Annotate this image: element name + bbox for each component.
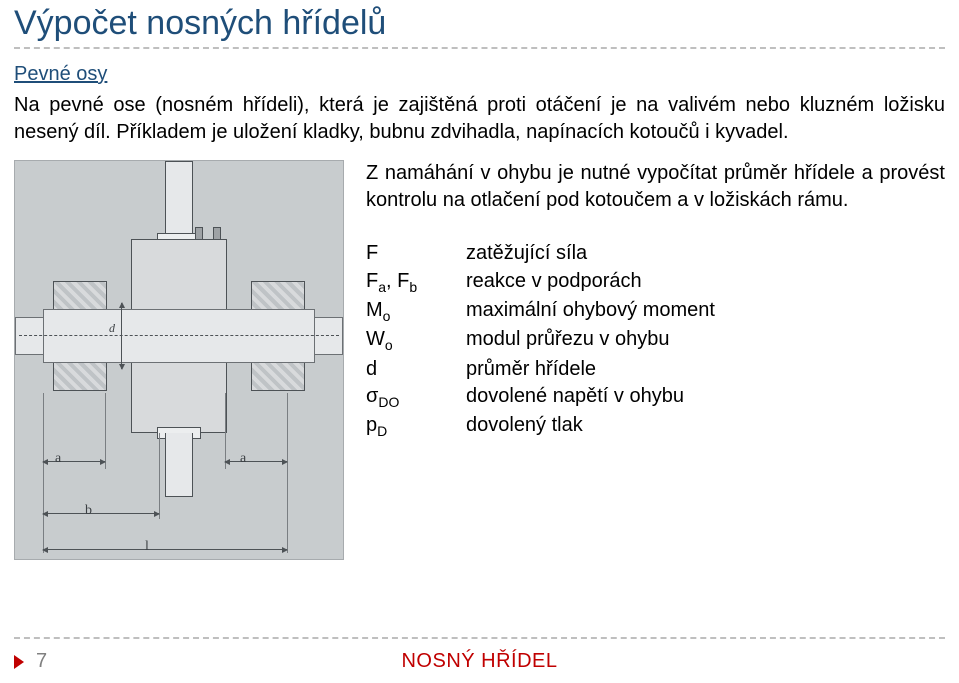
page-title: Výpočet nosných hřídelů bbox=[0, 0, 959, 45]
centerline bbox=[19, 335, 339, 336]
symbol-definitions: Fzatěžující síla Fa, Fbreakce v podporác… bbox=[366, 240, 945, 442]
dimension-d bbox=[121, 303, 122, 369]
dimension-b-label: b bbox=[85, 503, 92, 519]
shaft-end-right bbox=[315, 317, 343, 355]
def-symbol: Wo bbox=[366, 326, 466, 355]
def-row: σDOdovolené napětí v ohybu bbox=[366, 383, 945, 412]
shaft-end-left bbox=[15, 317, 43, 355]
extension-line bbox=[287, 393, 288, 553]
def-text: modul průřezu v ohybu bbox=[466, 326, 669, 355]
footer-label: NOSNÝ HŘÍDEL bbox=[0, 650, 959, 673]
dimension-d-label: d bbox=[109, 321, 115, 336]
def-symbol: d bbox=[366, 356, 466, 384]
def-symbol: Mo bbox=[366, 297, 466, 326]
dimension-a-left-label: a bbox=[55, 451, 61, 467]
content-columns: d a a b l Z namáhání v ohybu je nutné vy… bbox=[0, 146, 959, 560]
def-row: pDdovolený tlak bbox=[366, 412, 945, 441]
pulley-lower bbox=[165, 433, 193, 497]
dimension-a-right-label: a bbox=[240, 451, 246, 467]
dimension-a-right bbox=[225, 461, 287, 462]
extension-line bbox=[225, 393, 226, 469]
def-text: průměr hřídele bbox=[466, 356, 596, 384]
title-divider bbox=[14, 47, 945, 49]
dimension-l bbox=[43, 549, 287, 550]
shaft-figure: d a a b l bbox=[14, 160, 344, 560]
def-text: zatěžující síla bbox=[466, 240, 587, 268]
def-row: Momaximální ohybový moment bbox=[366, 297, 945, 326]
def-text: dovolené napětí v ohybu bbox=[466, 383, 684, 412]
def-symbol: pD bbox=[366, 412, 466, 441]
def-row: dprůměr hřídele bbox=[366, 356, 945, 384]
intro-paragraph: Na pevné ose (nosném hřídeli), která je … bbox=[0, 92, 959, 146]
dimension-b bbox=[43, 513, 159, 514]
def-symbol: Fa, Fb bbox=[366, 268, 466, 297]
pulley-upper bbox=[165, 161, 193, 239]
dimension-a-left bbox=[43, 461, 105, 462]
def-symbol: F bbox=[366, 240, 466, 268]
extension-line bbox=[43, 393, 44, 553]
extension-line bbox=[105, 393, 106, 469]
right-column: Z namáhání v ohybu je nutné vypočítat pr… bbox=[366, 160, 945, 560]
dimension-l-label: l bbox=[145, 539, 149, 555]
extension-line bbox=[159, 433, 160, 519]
footer-divider bbox=[14, 637, 945, 639]
def-symbol: σDO bbox=[366, 383, 466, 412]
section-subtitle: Pevné osy bbox=[0, 63, 959, 92]
def-row: Fzatěžující síla bbox=[366, 240, 945, 268]
def-row: Fa, Fbreakce v podporách bbox=[366, 268, 945, 297]
shaft-body bbox=[43, 309, 315, 363]
def-text: dovolený tlak bbox=[466, 412, 583, 441]
paragraph-2: Z namáhání v ohybu je nutné vypočítat pr… bbox=[366, 160, 945, 214]
def-text: maximální ohybový moment bbox=[466, 297, 715, 326]
slide-footer: 7 NOSNÝ HŘÍDEL bbox=[0, 637, 959, 683]
def-text: reakce v podporách bbox=[466, 268, 642, 297]
def-row: Womodul průřezu v ohybu bbox=[366, 326, 945, 355]
